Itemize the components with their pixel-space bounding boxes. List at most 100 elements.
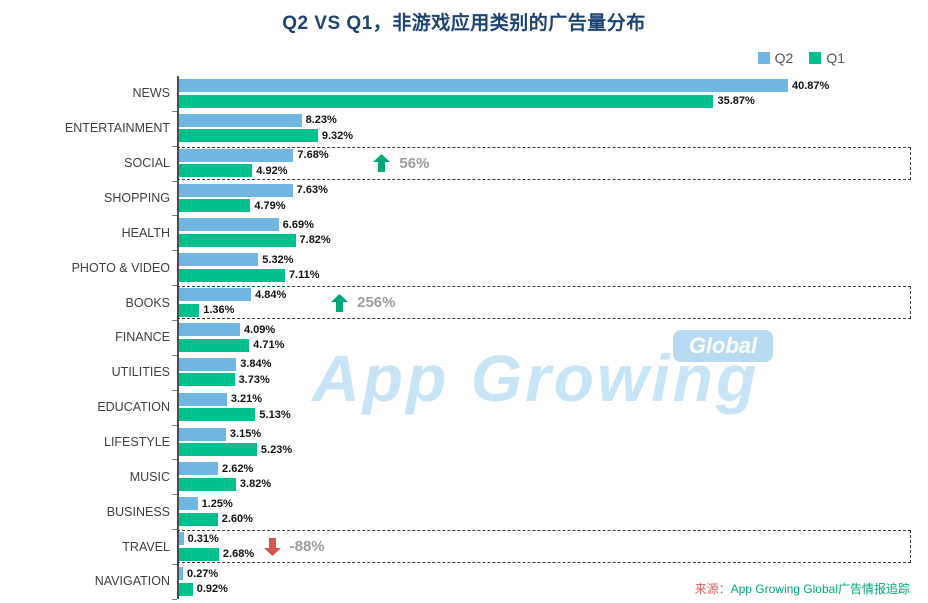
category-label: EDUCATION — [97, 400, 170, 415]
category-label: BUSINESS — [106, 504, 170, 519]
bar-q2[interactable] — [179, 497, 198, 511]
chart-title: Q2 VS Q1，非游戏应用类别的广告量分布 — [282, 13, 646, 34]
value-label: 4.09% — [243, 323, 276, 336]
value-label: 9.32% — [321, 129, 354, 142]
bar-q2[interactable] — [179, 567, 184, 581]
bar-q1[interactable] — [179, 94, 714, 108]
legend-label: Q2 — [774, 50, 794, 66]
source-prefix: 来源： — [694, 582, 731, 596]
change-percent: 256% — [357, 294, 396, 312]
row-plot: 40.87% 35.87% — [172, 76, 914, 112]
bar-q1[interactable] — [179, 129, 318, 143]
bar-q1[interactable] — [179, 338, 250, 352]
value-label: 4.71% — [253, 339, 285, 352]
bar-q1[interactable] — [179, 512, 218, 526]
arrow-up-icon — [373, 154, 391, 173]
bar-line: 7.82% — [179, 233, 914, 247]
value-label: 40.87% — [791, 79, 830, 92]
arrow-up-icon — [331, 293, 349, 312]
chart-row: FINANCE 4.09% 4.71% — [0, 320, 914, 356]
category-label: UTILITIES — [111, 365, 170, 380]
bar-q2[interactable] — [179, 79, 788, 92]
bar-line: 35.87% — [179, 94, 914, 108]
bar-q1[interactable] — [179, 233, 296, 247]
change-percent: -88% — [289, 538, 325, 556]
bar-chart: NEWS 40.87% 35.87% ENTERTAINMENT 8.23% 9.32% S… — [0, 76, 914, 600]
bar-q1[interactable] — [179, 547, 219, 561]
bar-q1[interactable] — [179, 164, 253, 178]
bar-q1[interactable] — [179, 268, 285, 282]
row-plot: 8.23% 9.32% — [172, 110, 914, 147]
source-text: App Growing Global广告情报追踪 — [730, 582, 910, 596]
value-label: 0.27% — [187, 567, 219, 580]
bar-q2[interactable] — [179, 218, 279, 232]
category-label: PHOTO & VIDEO — [71, 260, 170, 275]
bar-q1[interactable] — [179, 373, 235, 387]
chart-rows: NEWS 40.87% 35.87% ENTERTAINMENT 8.23% 9.32% S… — [0, 76, 914, 600]
bar-line: 5.13% — [179, 408, 914, 422]
value-label: 3.82% — [239, 478, 272, 491]
chart-row: ENTERTAINMENT 8.23% 9.32% — [0, 110, 914, 147]
chart-row: SHOPPING 7.63% 4.79% — [0, 180, 914, 217]
bar-q2[interactable] — [179, 113, 302, 127]
legend: Q2 Q1 — [757, 50, 845, 66]
chart-row: UTILITIES 3.84% 3.73% — [0, 354, 914, 391]
legend-item-q1[interactable]: Q1 — [809, 50, 845, 66]
bar-q2[interactable] — [179, 323, 240, 337]
bar-q2[interactable] — [179, 288, 252, 302]
bar-q2[interactable] — [179, 392, 227, 406]
value-label: 2.60% — [221, 513, 253, 526]
bar-q1[interactable] — [179, 477, 236, 491]
bar-line: 8.23% — [179, 113, 914, 127]
bar-line: 3.15% — [179, 427, 914, 441]
bar-q1[interactable] — [179, 408, 256, 422]
value-label: 1.25% — [201, 497, 233, 510]
row-plot: 1.25% 2.60% — [172, 494, 914, 531]
chart-row: LIFESTYLE 3.15% 5.23% — [0, 424, 914, 461]
value-label: 8.23% — [305, 114, 337, 127]
chart-row: TRAVEL 0.31% 2.68% -88% — [0, 529, 914, 565]
bar-q2[interactable] — [179, 148, 294, 162]
bar-q1[interactable] — [179, 443, 257, 457]
bar-line: 0.92% — [179, 582, 914, 596]
value-label: 1.36% — [203, 304, 235, 317]
bar-line: 5.32% — [179, 253, 914, 267]
bar-q1[interactable] — [179, 303, 200, 317]
bar-q1[interactable] — [179, 199, 251, 213]
chart-row: NEWS 40.87% 35.87% — [0, 76, 914, 112]
value-label: 3.15% — [229, 428, 262, 441]
value-label: 2.68% — [222, 548, 255, 561]
arrow-down-icon — [263, 537, 281, 556]
bar-line: 4.09% — [179, 323, 914, 337]
legend-item-q2[interactable]: Q2 — [757, 50, 794, 66]
bar-q2[interactable] — [179, 253, 259, 267]
category-label: BOOKS — [125, 295, 170, 310]
bar-q2[interactable] — [179, 462, 219, 476]
bar-line: 1.36% — [179, 303, 914, 317]
bar-line: 6.69% — [179, 218, 914, 232]
row-plot: 7.63% 4.79% — [172, 180, 914, 217]
bar-q2[interactable] — [179, 532, 184, 546]
bar-q2[interactable] — [179, 183, 293, 197]
bar-q1[interactable] — [179, 582, 193, 596]
legend-swatch — [809, 52, 822, 64]
category-label: FINANCE — [115, 330, 170, 345]
category-label: LIFESTYLE — [104, 435, 170, 450]
value-label: 0.31% — [187, 532, 219, 545]
bar-line: 7.68% — [179, 148, 914, 162]
value-label: 7.68% — [297, 149, 329, 162]
row-plot: 5.32% 7.11% — [172, 250, 914, 287]
bar-line: 2.68% — [179, 547, 914, 561]
bar-q2[interactable] — [179, 357, 237, 371]
category-label: NEWS — [132, 86, 171, 101]
bar-q2[interactable] — [179, 427, 226, 441]
change-annotation: 56% — [373, 154, 429, 173]
bar-line: 4.92% — [179, 164, 914, 178]
value-label: 4.79% — [254, 199, 286, 212]
category-label: SHOPPING — [104, 191, 170, 205]
category-label: ENTERTAINMENT — [64, 121, 170, 136]
chart-row: BOOKS 4.84% 1.36% 256% — [0, 285, 914, 321]
chart-row: MUSIC 2.62% 3.82% — [0, 459, 914, 496]
bar-line: 40.87% — [179, 79, 914, 93]
